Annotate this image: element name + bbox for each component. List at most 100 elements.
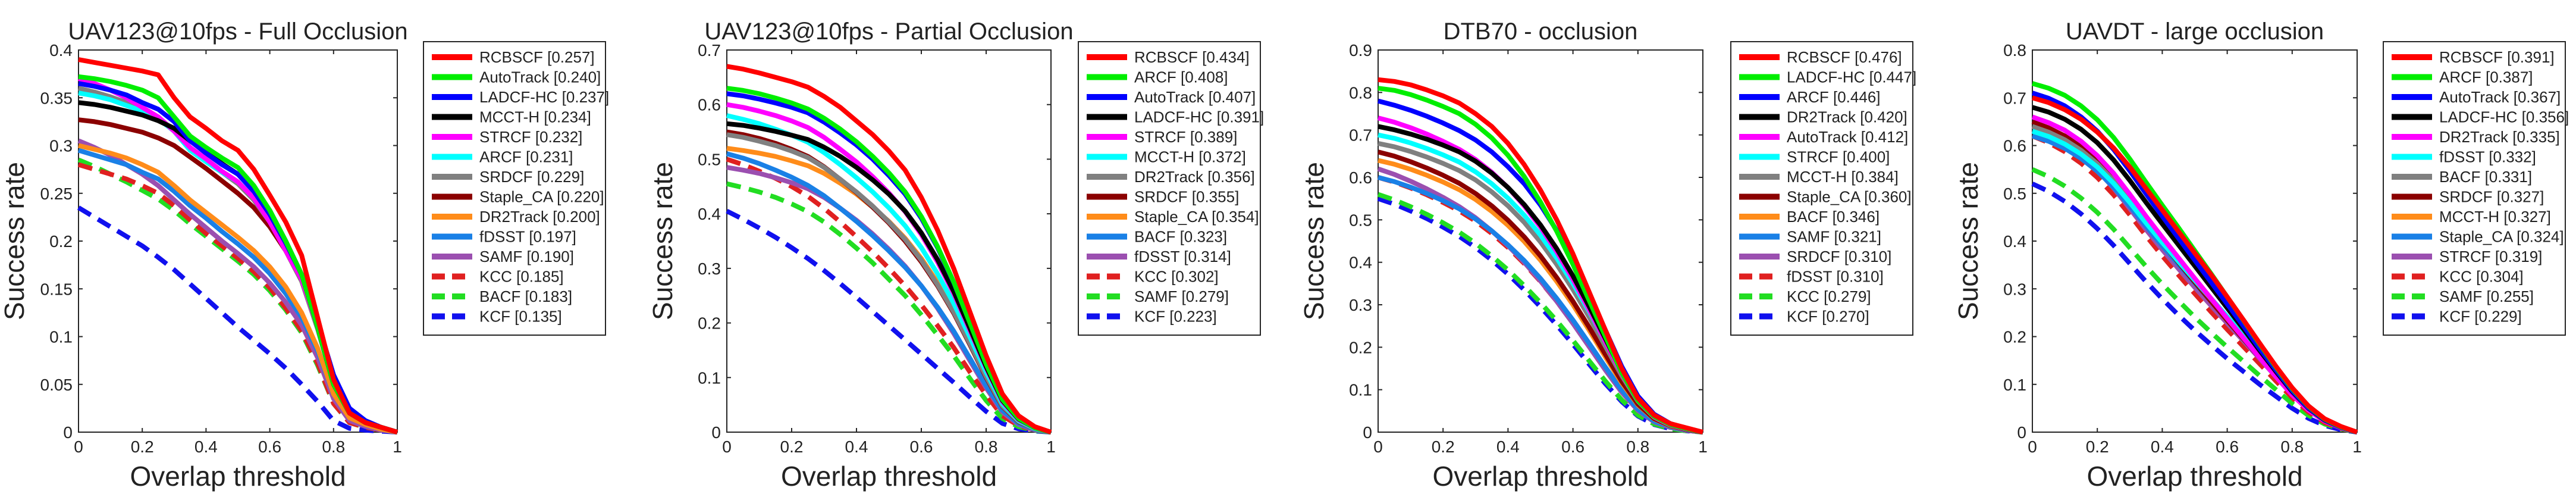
series-line-samf [2031, 167, 2358, 435]
legend-entry-bacf: BACF [0.323] [1134, 228, 1227, 246]
x-tick-label: 1 [393, 438, 402, 456]
series-line-bacf [726, 151, 1052, 435]
legend-entry-kcf: KCF [0.270] [1787, 308, 1869, 326]
x-tick-label: 0.8 [2280, 438, 2304, 456]
legend-entry-autotrack: AutoTrack [0.240] [479, 68, 601, 86]
y-tick-label: 0.2 [698, 314, 721, 333]
x-tick-label: 0.8 [975, 438, 998, 456]
x-tick-label: 0 [1373, 438, 1383, 456]
legend-entry-bacf: BACF [0.346] [1787, 208, 1880, 226]
y-tick-label: 0.3 [1349, 296, 1372, 314]
legend-entry-bacf: BACF [0.183] [479, 288, 572, 305]
legend: RCBSCF [0.391] ARCF [0.387] AutoTrack [0.3… [2383, 41, 2569, 336]
y-tick-label: 0.1 [2003, 376, 2026, 394]
x-axis-label: Overlap threshold [781, 461, 997, 492]
x-tick-label: 1 [1698, 438, 1708, 456]
series-line-rcbscf [78, 57, 399, 435]
x-tick-label: 0.2 [780, 438, 804, 456]
y-axis-label: Success rate [647, 162, 678, 320]
legend: RCBSCF [0.476] LADCF-HC [0.447] ARCF [0.44… [1730, 41, 1916, 336]
legend-entry-mcct-h: MCCT-H [0.372] [1134, 148, 1246, 166]
legend: RCBSCF [0.434] ARCF [0.408] AutoTrack [0.4… [1078, 41, 1264, 336]
series-lines [77, 57, 399, 435]
y-tick-label: 0.8 [2003, 41, 2026, 60]
legend-entry-mcct-h: MCCT-H [0.234] [479, 108, 591, 126]
x-tick-label: 0.6 [910, 438, 933, 456]
y-tick-label: 0.3 [698, 260, 721, 278]
y-tick-label: 0.05 [40, 376, 73, 394]
chart-title: DTB70 - occlusion [1444, 18, 1638, 45]
legend-entry-kcf: KCF [0.229] [2439, 308, 2522, 326]
x-tick-label: 0.6 [258, 438, 281, 456]
legend-entry-kcc: KCC [0.185] [479, 268, 564, 286]
x-tick-label: 1 [2352, 438, 2362, 456]
legend-entry-fdsst: fDSST [0.197] [479, 228, 576, 246]
x-tick-label: 0 [74, 438, 83, 456]
legend-entry-mcct-h: MCCT-H [0.327] [2439, 208, 2551, 226]
x-tick-label: 0.4 [1496, 438, 1520, 456]
y-tick-label: 0.1 [1349, 381, 1372, 399]
series-lines [1377, 77, 1704, 435]
legend-entry-srdcf: SRDCF [0.327] [2439, 188, 2544, 206]
series-line-kcf [726, 209, 1052, 435]
legend-entry-arcf: ARCF [0.408] [1134, 68, 1228, 86]
x-axis-label: Overlap threshold [130, 461, 346, 492]
y-axis-label: Success rate [1953, 162, 1984, 320]
x-axis-label: Overlap threshold [1432, 461, 1648, 492]
legend-entry-rcbscf: RCBSCF [0.391] [2439, 48, 2555, 66]
legend-box [423, 41, 606, 336]
x-axis-label: Overlap threshold [2086, 461, 2302, 492]
plot-area [2032, 49, 2358, 433]
series-line-kcc [1377, 192, 1703, 435]
legend-entry-srdcf: SRDCF [0.310] [1787, 248, 1891, 265]
y-tick-label: 0.2 [1349, 338, 1372, 357]
y-tick-label: 0.4 [698, 205, 721, 223]
x-tick-label: 0 [2028, 438, 2037, 456]
legend-entry-arcf: ARCF [0.446] [1787, 88, 1881, 106]
legend-entry-fdsst: fDSST [0.310] [1787, 268, 1884, 286]
chart-title: UAV123@10fps - Partial Occlusion [704, 18, 1073, 45]
x-tick-label: 0.2 [1432, 438, 1455, 456]
legend-entry-autotrack: AutoTrack [0.407] [1134, 88, 1256, 106]
y-tick-label: 0.15 [40, 280, 73, 298]
x-tick-label: 0.8 [322, 438, 345, 456]
chart-1: UAV123@10fps - Full Occlusion 0 0.2 0.4 0.6 0… [0, 18, 609, 492]
y-tick-label: 0.2 [49, 232, 73, 251]
legend-entry-staple-ca: Staple_CA [0.360] [1787, 188, 1912, 206]
y-tick-label: 0.1 [698, 368, 721, 387]
x-tick-label: 0.6 [1561, 438, 1584, 456]
legend-entry-strcf: STRCF [0.319] [2439, 248, 2542, 265]
x-tick-label: 0.4 [845, 438, 868, 456]
legend-entry-rcbscf: RCBSCF [0.434] [1134, 48, 1250, 66]
y-tick-label: 0.35 [40, 89, 73, 107]
legend-entry-ladcf-hc: LADCF-HC [0.356] [2439, 108, 2569, 126]
legend-entry-samf: SAMF [0.255] [2439, 288, 2534, 305]
y-tick-label: 0.7 [1349, 126, 1372, 145]
y-tick-label: 0.25 [40, 185, 73, 203]
y-axis-label: Success rate [0, 162, 30, 320]
legend-entry-ladcf-hc: LADCF-HC [0.447] [1787, 68, 1916, 86]
legend-entry-ladcf-hc: LADCF-HC [0.237] [479, 88, 609, 106]
x-tick-label: 0.4 [2151, 438, 2174, 456]
series-line-rcbscf [726, 64, 1052, 435]
y-tick-label: 0.3 [49, 137, 73, 155]
legend-entry-kcf: KCF [0.223] [1134, 308, 1217, 326]
legend-entry-strcf: STRCF [0.400] [1787, 148, 1890, 166]
legend-entry-kcc: KCC [0.279] [1787, 288, 1871, 305]
legend-entry-autotrack: AutoTrack [0.367] [2439, 88, 2561, 106]
series-line-kcc [77, 162, 398, 435]
legend-box [1730, 41, 1913, 336]
series-line-rcbscf [1378, 77, 1704, 435]
legend-entry-kcc: KCC [0.302] [1134, 268, 1219, 286]
chart-title: UAV123@10fps - Full Occlusion [68, 18, 407, 45]
legend-entry-rcbscf: RCBSCF [0.257] [479, 48, 595, 66]
series-line-arcf [726, 86, 1052, 435]
legend-entry-kcc: KCC [0.304] [2439, 268, 2524, 286]
y-tick-label: 0 [1363, 423, 1372, 442]
legend-entry-bacf: BACF [0.331] [2439, 168, 2532, 186]
legend-entry-samf: SAMF [0.279] [1134, 288, 1229, 305]
y-tick-label: 0.4 [1349, 254, 1372, 272]
series-line-rcbscf [2031, 95, 2358, 435]
y-tick-label: 0.8 [1349, 83, 1372, 102]
